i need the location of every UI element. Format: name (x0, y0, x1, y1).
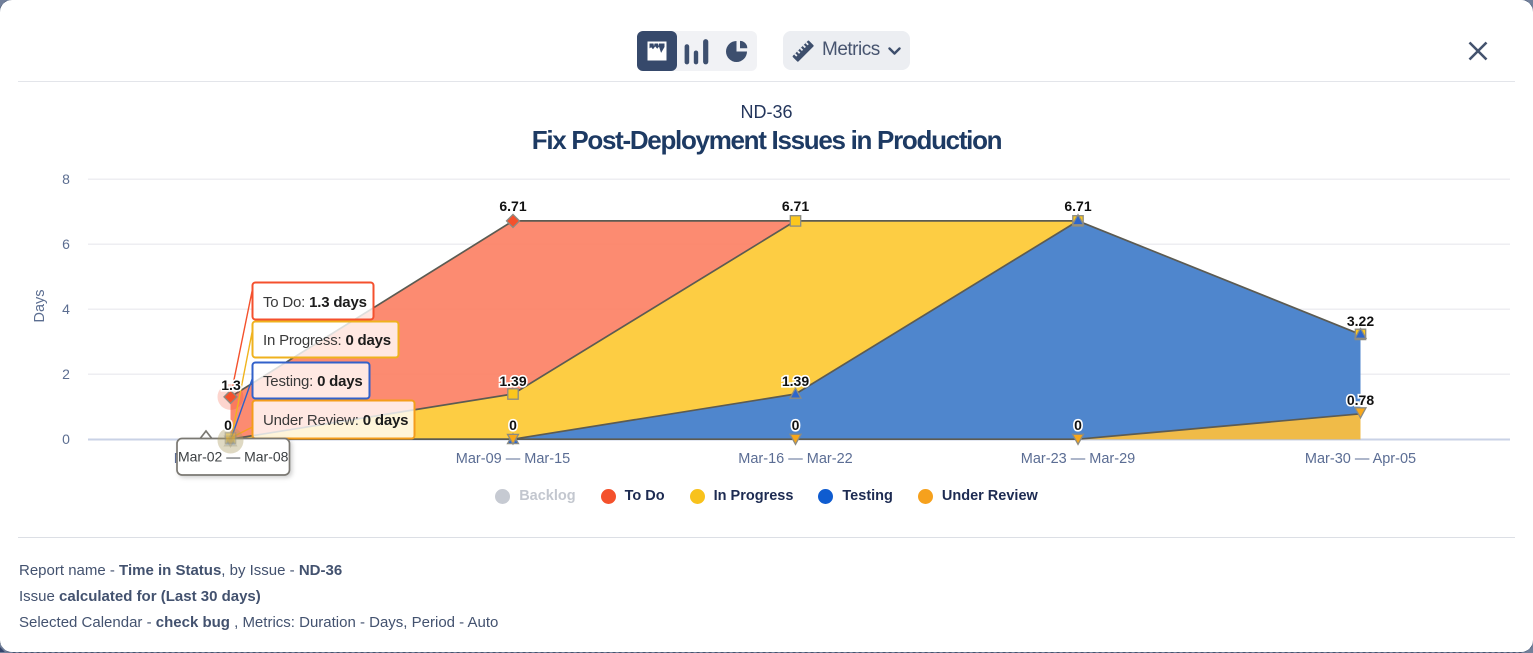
svg-text:Days: Days (32, 289, 48, 322)
svg-text:0: 0 (792, 417, 800, 433)
svg-text:6.71: 6.71 (1064, 198, 1091, 214)
svg-text:In Progress: 0 days: In Progress: 0 days (263, 332, 391, 349)
svg-text:Mar-02 — Mar-08: Mar-02 — Mar-08 (178, 449, 289, 465)
svg-text:Mar-16 — Mar-22: Mar-16 — Mar-22 (738, 451, 852, 467)
svg-text:1.39: 1.39 (782, 373, 809, 389)
svg-text:8: 8 (62, 171, 70, 187)
svg-text:6.71: 6.71 (782, 198, 809, 214)
svg-text:1.3: 1.3 (221, 377, 241, 393)
svg-text:3.22: 3.22 (1347, 313, 1374, 329)
svg-text:6.71: 6.71 (499, 198, 526, 214)
svg-text:Testing: 0 days: Testing: 0 days (263, 373, 363, 390)
svg-text:1.39: 1.39 (499, 373, 526, 389)
svg-text:Mar-30 — Apr-05: Mar-30 — Apr-05 (1305, 451, 1416, 467)
svg-text:4: 4 (62, 301, 70, 317)
svg-text:0: 0 (62, 431, 70, 447)
svg-text:0: 0 (509, 417, 517, 433)
svg-text:0: 0 (1074, 417, 1082, 433)
svg-text:0: 0 (224, 417, 232, 433)
svg-text:Mar-23 — Mar-29: Mar-23 — Mar-29 (1021, 451, 1135, 467)
svg-text:6: 6 (62, 236, 70, 252)
svg-text:0.78: 0.78 (1347, 392, 1374, 408)
svg-text:Under Review: 0 days: Under Review: 0 days (263, 412, 408, 429)
svg-text:Mar-09 — Mar-15: Mar-09 — Mar-15 (456, 451, 570, 467)
svg-text:2: 2 (62, 366, 70, 382)
svg-text:To Do: 1.3 days: To Do: 1.3 days (263, 294, 367, 311)
